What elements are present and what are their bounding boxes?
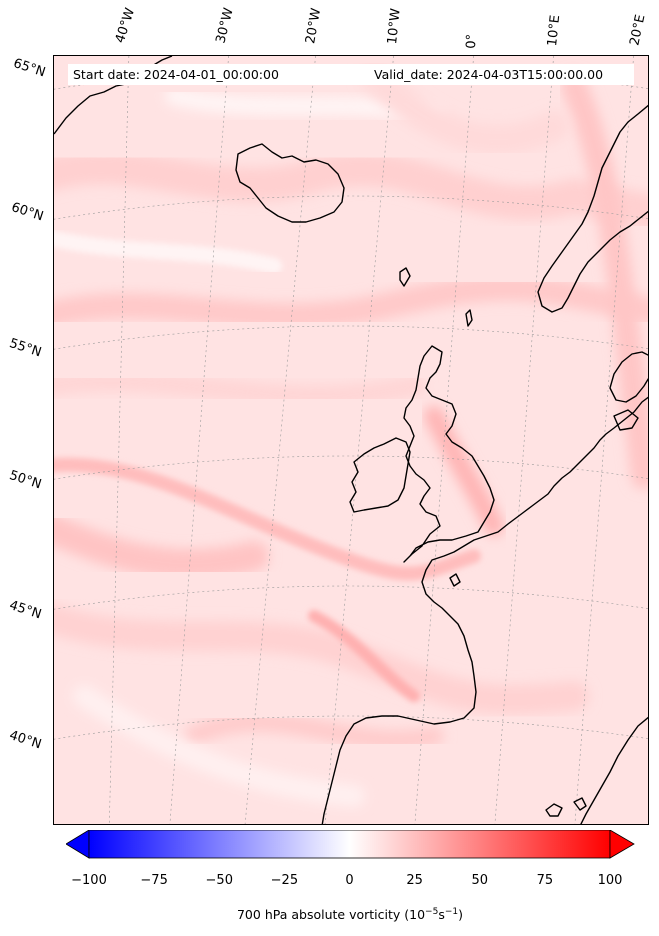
norway-coast: [537, 104, 648, 313]
colorbar-tick-label: 25: [406, 873, 423, 888]
map-canvas: [54, 56, 648, 824]
colorbar-extend-low: [66, 830, 90, 859]
lon-label-40w: 40°W: [112, 6, 139, 45]
valid-date-label: Valid_date: 2024-04-03T15:00:00.00: [374, 67, 604, 82]
coastlines: [54, 56, 648, 824]
ireland-coast: [349, 437, 411, 513]
colorbar-unit-base: 10: [409, 907, 426, 923]
graticule: [54, 56, 648, 824]
lon-label-10w: 10°W: [385, 7, 404, 45]
colorbar-body: [88, 830, 611, 859]
denmark-coast: [609, 351, 648, 403]
colorbar-unit-exp1: −5: [425, 907, 439, 917]
colorbar-tick-label: 100: [597, 873, 623, 888]
lat-label-40n: 40°N: [7, 728, 44, 753]
colorbar-title-text: 700 hPa absolute vorticity: [236, 907, 401, 923]
continent-coast: [321, 396, 648, 824]
lat-label-65n: 65°N: [11, 56, 48, 81]
colorbar: [66, 830, 635, 859]
colorbar-extend-high: [609, 830, 635, 859]
lon-label-20e: 20°E: [627, 13, 649, 48]
lon-label-30w: 30°W: [213, 6, 237, 46]
colorbar-tick-label: 0: [345, 873, 354, 888]
lon-label-20w: 20°W: [303, 7, 325, 46]
colorbar-tick-label: 50: [471, 873, 489, 888]
iceland-coast: [235, 143, 345, 223]
colorbar-tick-label: −25: [270, 873, 299, 888]
colorbar-tick-label: −100: [71, 873, 107, 888]
faroe-islands: [399, 267, 411, 287]
lat-label-55n: 55°N: [7, 336, 44, 361]
start-date-label: Start date: 2024-04-01_00:00:00: [73, 67, 279, 82]
lat-label-50n: 50°N: [7, 468, 44, 493]
mediterranean-coast: [580, 716, 648, 824]
colorbar-tick-label: 75: [536, 873, 554, 888]
colorbar-title: 700 hPa absolute vorticity (10−5s−1): [236, 907, 463, 923]
info-strip: [68, 64, 634, 85]
colorbar-unit-exp2: −1: [444, 907, 459, 917]
lon-label-10e: 10°E: [545, 14, 564, 48]
colorbar-tick-label: −75: [140, 873, 168, 888]
lat-label-60n: 60°N: [9, 200, 46, 225]
lon-label-0: 0°: [464, 33, 480, 49]
great-britain-coast: [403, 345, 495, 563]
vorticity-map: [53, 55, 649, 825]
colorbar-unit-s: s: [438, 907, 445, 923]
colorbar-tick-label: −50: [205, 873, 233, 888]
lat-label-45n: 45°N: [7, 598, 44, 623]
vorticity-field: [54, 61, 648, 807]
